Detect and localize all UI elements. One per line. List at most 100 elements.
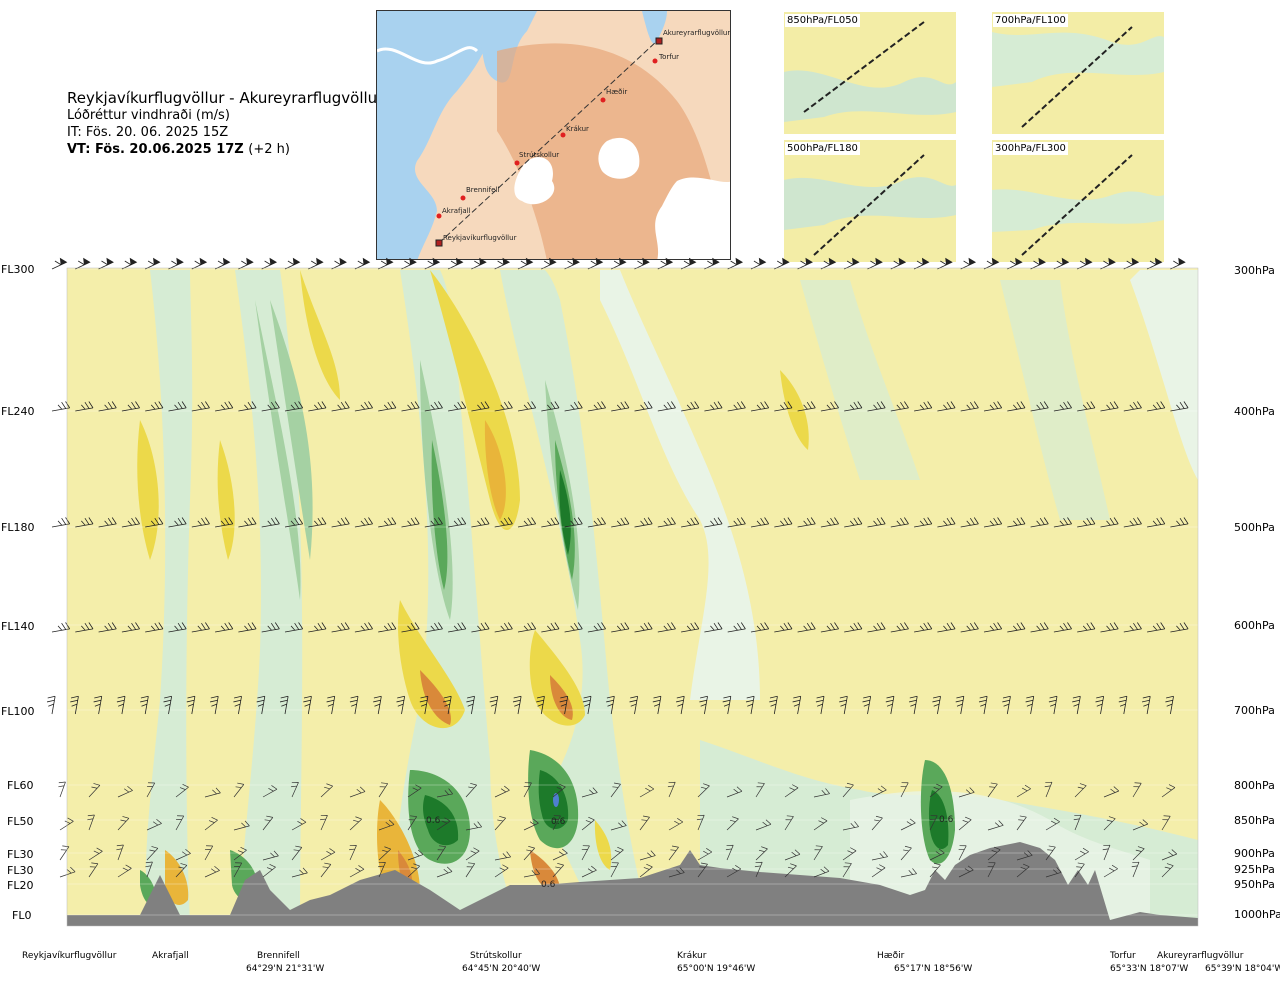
wind-barb: [401, 517, 420, 528]
contour-label: 0.6: [426, 816, 441, 826]
wind-barb: [58, 781, 66, 798]
wind-barb: [465, 782, 477, 798]
wind-barb: [1053, 401, 1072, 412]
waypoint-name: Akrafjall: [152, 951, 189, 961]
wind-barb: [233, 782, 245, 798]
wind-barb: [754, 861, 763, 878]
wind-barb: [1007, 257, 1023, 270]
wind-barb: [238, 401, 257, 412]
right-axis-label: 400hPa: [1234, 405, 1275, 418]
wind-barb: [552, 862, 564, 878]
contour-label: 0.6: [551, 817, 566, 827]
wind-barb: [1123, 257, 1140, 270]
wind-barb: [471, 401, 490, 412]
wind-barb: [1123, 517, 1142, 528]
wind-barb: [51, 622, 71, 633]
wind-barb: [191, 517, 210, 528]
wind-barb: [238, 257, 254, 270]
wind-barb: [331, 257, 347, 270]
wind-barb: [523, 845, 535, 861]
wind-barb: [215, 622, 234, 633]
wind-barb: [46, 695, 56, 715]
map-place: Reykjavíkurflugvöllur: [435, 234, 517, 247]
wind-barb: [784, 863, 797, 878]
wind-barb: [699, 695, 708, 715]
wind-barb: [1161, 863, 1174, 878]
init-time: IT: Fös. 20. 06. 2025 15Z: [67, 125, 229, 140]
waypoint-name: Torfur: [1110, 951, 1136, 961]
wind-barb: [98, 622, 117, 633]
wind-barb: [681, 622, 700, 633]
wind-barb: [98, 401, 117, 412]
wind-barb: [424, 517, 443, 528]
left-axis-label: FL240: [1, 405, 35, 418]
wind-barb: [1074, 783, 1087, 798]
wind-barb: [844, 517, 863, 528]
wind-barb: [349, 786, 366, 798]
mini-map-850: 850hPa/FL050: [784, 12, 956, 134]
wind-barb: [611, 622, 630, 633]
wind-barb: [900, 868, 917, 878]
variable-label: Lóðréttur vindhraði (m/s): [67, 108, 230, 123]
wind-barb: [937, 257, 953, 270]
wind-barb: [261, 401, 280, 412]
wind-barb: [900, 845, 912, 861]
valid-time: VT: Fös. 20.06.2025 17Z: [67, 142, 244, 157]
wind-barb: [657, 622, 676, 633]
wind-barb: [349, 865, 365, 878]
wind-barb: [937, 622, 956, 633]
wind-barb: [262, 815, 274, 831]
wind-barb: [448, 517, 467, 528]
wind-barb: [1131, 861, 1140, 878]
wind-barb: [890, 622, 909, 633]
wind-barb: [813, 788, 830, 798]
wind-barb: [291, 782, 299, 798]
wind-barb: [727, 257, 744, 270]
wind-barb: [1007, 401, 1026, 412]
wind-barb: [401, 257, 417, 270]
map-place-label: Krákur: [566, 125, 589, 133]
wind-barb: [204, 845, 214, 861]
waypoint-name: Reykjavíkurflugvöllur: [22, 951, 117, 961]
wind-barb: [354, 401, 373, 412]
right-axis-label: 1000hPa: [1234, 908, 1280, 921]
wind-barb: [913, 257, 930, 270]
wind-barb: [378, 517, 397, 528]
wind-barb: [587, 517, 606, 528]
wind-barb: [1045, 845, 1056, 861]
waypoint: Hæðir 65°17'N 18°56'W: [877, 950, 972, 976]
wind-barb: [657, 257, 674, 270]
wind-barb: [121, 401, 140, 412]
wind-barb: [320, 848, 336, 861]
wind-barb: [489, 695, 499, 715]
wind-barb: [885, 695, 895, 715]
wind-barb: [697, 783, 710, 798]
wind-barb: [797, 401, 816, 412]
wind-barb: [564, 257, 580, 270]
wind-barb: [867, 257, 883, 270]
right-axis-label: 600hPa: [1234, 619, 1275, 632]
wind-barb: [750, 257, 767, 270]
wind-barb: [75, 622, 94, 633]
mini-map-500-graphic: [784, 140, 956, 262]
wind-barb: [755, 819, 772, 831]
wind-barb: [145, 861, 153, 878]
wind-barb: [839, 695, 848, 715]
wind-barb: [320, 783, 333, 798]
wind-barb: [145, 401, 164, 412]
wind-barb: [1118, 695, 1128, 715]
wind-barb: [871, 785, 887, 798]
wind-barb: [59, 817, 74, 831]
wind-barb: [932, 695, 941, 715]
waypoint: Akureyrarflugvöllur: [1157, 950, 1243, 963]
wind-barb: [1100, 622, 1119, 633]
wind-barb: [291, 818, 307, 831]
left-axis-label: FL180: [1, 521, 35, 534]
waypoint-name: Strútskollur: [470, 951, 522, 961]
wind-barb: [494, 851, 511, 861]
wind-barb: [517, 401, 537, 412]
wind-barb: [465, 847, 480, 861]
wind-barb: [396, 695, 406, 715]
right-axis-label: 925hPa: [1234, 863, 1275, 876]
wind-barb: [354, 622, 373, 633]
